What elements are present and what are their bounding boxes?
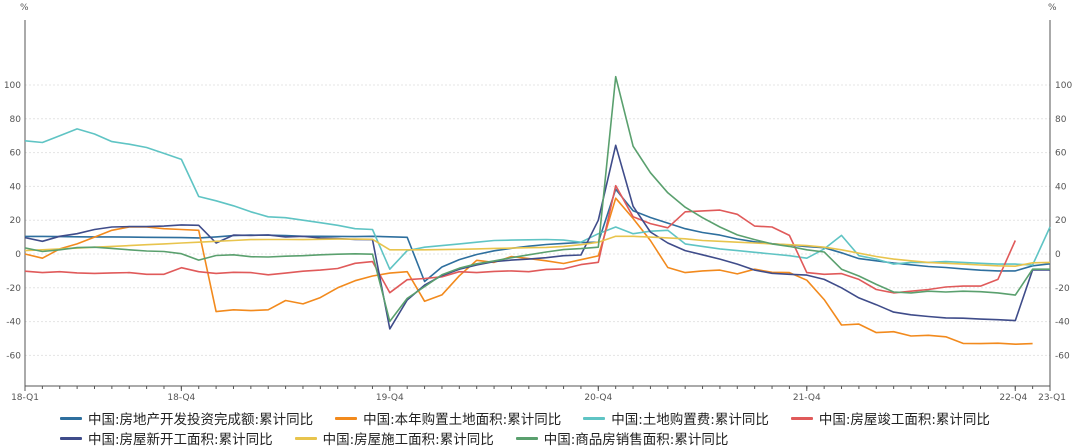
legend-swatch bbox=[335, 416, 358, 420]
y-tick-label-right: 40 bbox=[1055, 182, 1067, 192]
y-unit-left: % bbox=[20, 3, 29, 13]
y-tick-label-right: -60 bbox=[1055, 351, 1070, 361]
legend-item[interactable]: 中国:土地购置费:累计同比 bbox=[583, 408, 769, 428]
x-tick-label: 22-Q4 bbox=[999, 393, 1027, 403]
series-line-6 bbox=[24, 235, 1051, 267]
y-tick-label-left: 0 bbox=[15, 250, 21, 260]
legend-label: 中国:土地购置费:累计同比 bbox=[611, 412, 769, 428]
series-line-4 bbox=[24, 184, 1017, 294]
legend-label: 中国:房屋新开工面积:累计同比 bbox=[88, 432, 273, 448]
legend-swatch bbox=[583, 416, 606, 420]
legend-row: 中国:房屋新开工面积:累计同比 中国:房屋施工面积:累计同比 中国:商品房销售面积:… bbox=[60, 428, 1070, 448]
y-tick-label-right: -40 bbox=[1055, 318, 1070, 328]
legend: 中国:房地产开发投资完成额:累计同比 中国:本年购置土地面积:累计同比 中国:土地购… bbox=[60, 408, 1070, 448]
legend-item[interactable]: 中国:房地产开发投资完成额:累计同比 bbox=[60, 408, 313, 428]
legend-item[interactable]: 中国:商品房销售面积:累计同比 bbox=[515, 428, 729, 448]
gridlines bbox=[25, 84, 1050, 356]
legend-row: 中国:房地产开发投资完成额:累计同比 中国:本年购置土地面积:累计同比 中国:土地购… bbox=[60, 408, 1070, 428]
legend-label: 中国:商品房销售面积:累计同比 bbox=[543, 432, 729, 448]
x-tick-label: 20-Q4 bbox=[584, 393, 612, 403]
legend-label: 中国:房屋施工面积:累计同比 bbox=[322, 432, 494, 448]
y-tick-label-right: 80 bbox=[1055, 115, 1067, 125]
legend-item[interactable]: 中国:房屋施工面积:累计同比 bbox=[294, 428, 494, 448]
legend-swatch bbox=[790, 416, 813, 420]
legend-label: 中国:本年购置土地面积:累计同比 bbox=[363, 412, 562, 428]
line-chart: -60 -60 -40 -40 -20 -20 0 0 20 20 40 40 60 60 80 80 100 1… bbox=[4, 3, 1073, 403]
legend-item[interactable]: 中国:房屋竣工面积:累计同比 bbox=[790, 408, 990, 428]
y-tick-label-left: 20 bbox=[10, 216, 22, 226]
x-tick-label: 18-Q4 bbox=[167, 393, 195, 403]
legend-label: 中国:房屋竣工面积:累计同比 bbox=[818, 412, 990, 428]
legend-item[interactable]: 中国:本年购置土地面积:累计同比 bbox=[335, 408, 561, 428]
x-tick-label: 21-Q4 bbox=[793, 393, 821, 403]
series-line-7 bbox=[24, 75, 1050, 323]
legend-swatch bbox=[60, 416, 82, 420]
series-line-5 bbox=[24, 144, 1050, 330]
legend-label: 中国:房地产开发投资完成额:累计同比 bbox=[88, 412, 314, 428]
y-tick-label-right: 0 bbox=[1055, 250, 1061, 260]
y-tick-label-left: 40 bbox=[10, 182, 22, 192]
y-tick-label-left: 100 bbox=[4, 81, 21, 91]
y-tick-label-right: 20 bbox=[1055, 216, 1067, 226]
y-tick-label-left: 80 bbox=[10, 115, 22, 125]
legend-swatch bbox=[60, 436, 82, 440]
x-tick-label: 23-Q1 bbox=[1038, 393, 1066, 403]
legend-item[interactable]: 中国:房屋新开工面积:累计同比 bbox=[60, 428, 273, 448]
axes: -60 -60 -40 -40 -20 -20 0 0 20 20 40 40 60 60 80 80 100 1… bbox=[4, 20, 1072, 403]
legend-swatch bbox=[294, 436, 317, 440]
x-tick-label: 19-Q4 bbox=[376, 393, 404, 403]
legend-swatch bbox=[515, 436, 538, 440]
x-tick-label: 18-Q1 bbox=[11, 393, 39, 403]
series-line-1 bbox=[25, 188, 1051, 283]
y-tick-label-left: -40 bbox=[6, 318, 21, 328]
y-tick-label-left: -60 bbox=[6, 351, 21, 361]
y-tick-label-left: 60 bbox=[10, 149, 22, 159]
series-line-3 bbox=[24, 128, 1051, 270]
y-unit-right: % bbox=[1048, 3, 1057, 13]
y-tick-label-right: 60 bbox=[1055, 149, 1067, 159]
y-tick-label-right: 100 bbox=[1055, 81, 1072, 91]
y-tick-label-right: -20 bbox=[1055, 284, 1070, 294]
series-lines bbox=[24, 75, 1051, 345]
y-tick-label-left: -20 bbox=[6, 284, 21, 294]
